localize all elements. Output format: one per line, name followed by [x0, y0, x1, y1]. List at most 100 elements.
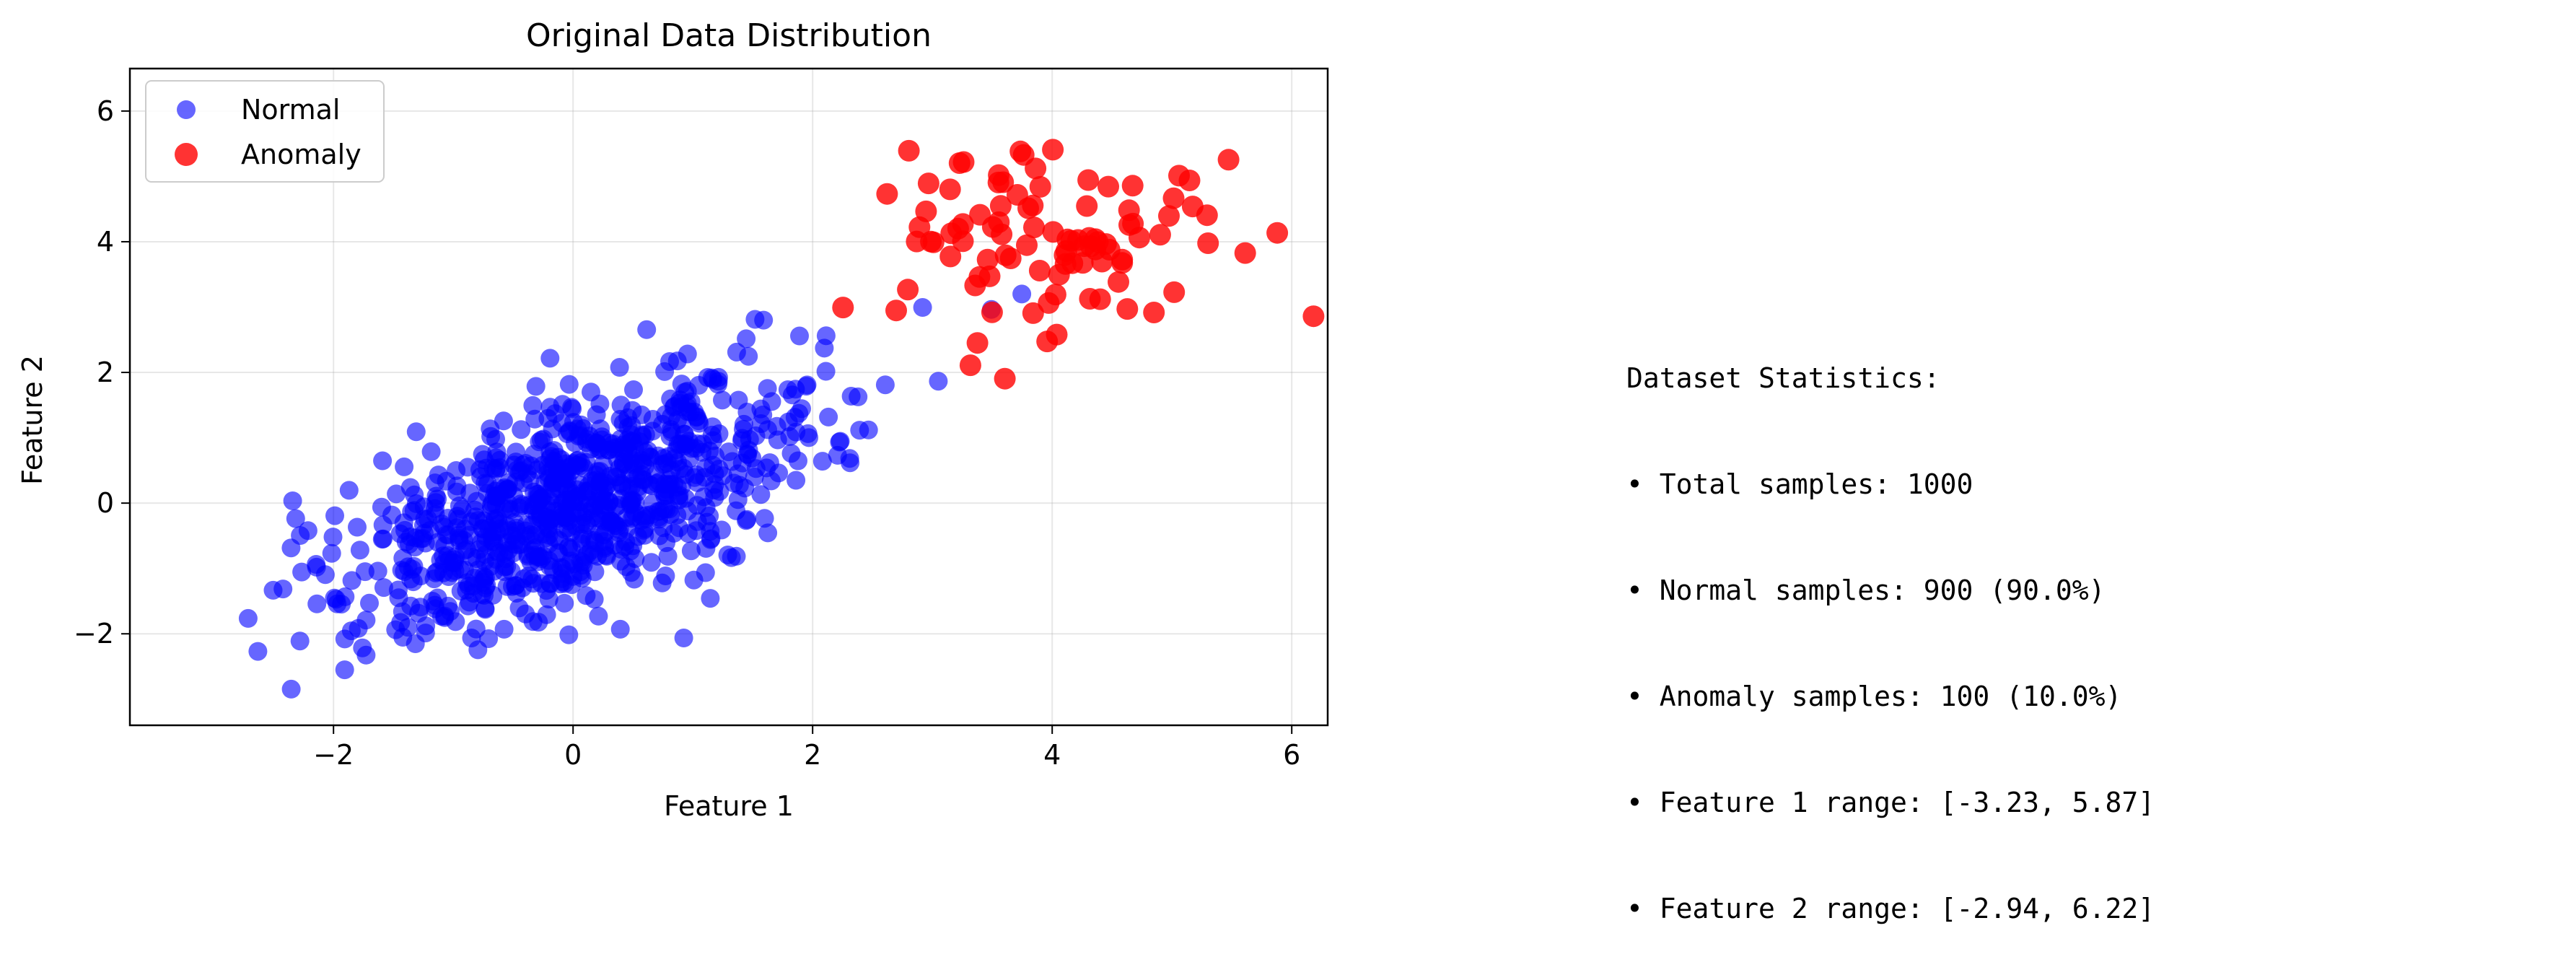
data-point-anomaly	[920, 230, 942, 253]
data-point-normal	[751, 485, 771, 504]
data-point-normal	[672, 375, 691, 394]
data-point-anomaly	[1116, 298, 1139, 320]
data-point-normal	[355, 562, 374, 582]
data-point-normal	[675, 424, 694, 444]
data-point-normal	[745, 310, 765, 329]
data-point-anomaly	[885, 299, 907, 322]
data-point-normal	[624, 380, 643, 399]
data-point-anomaly	[1111, 252, 1134, 274]
data-point-normal	[426, 493, 445, 512]
x-axis-ticks: −2 0 2 4 6	[313, 725, 1300, 771]
data-point-normal	[746, 426, 766, 445]
data-point-normal	[360, 593, 379, 613]
data-point-normal	[546, 404, 565, 424]
stats-anomaly: • Anomaly samples: 100 (10.0%)	[1626, 681, 2122, 712]
data-point-normal	[913, 298, 932, 317]
data-point-normal	[322, 543, 341, 563]
data-point-anomaly	[1012, 144, 1035, 166]
data-point-normal	[621, 563, 641, 582]
data-point-normal	[526, 377, 546, 396]
data-point-anomaly	[1149, 224, 1171, 246]
data-point-normal	[521, 552, 540, 572]
data-point-normal	[559, 375, 579, 394]
y-tick-label: 2	[97, 357, 114, 388]
data-point-normal	[350, 541, 369, 560]
data-point-normal	[755, 509, 774, 528]
data-point-normal	[678, 402, 697, 421]
stats-heading: Dataset Statistics:	[1626, 362, 1940, 394]
data-point-anomaly	[1234, 242, 1256, 264]
data-point-anomaly	[991, 223, 1013, 245]
data-point-normal	[812, 452, 832, 471]
data-point-normal	[686, 521, 706, 541]
data-point-normal	[544, 441, 564, 460]
stats-feature2-range: • Feature 2 range: [-2.94, 6.22]	[1626, 893, 2155, 924]
data-point-anomaly	[976, 248, 999, 271]
data-point-anomaly	[999, 248, 1022, 269]
data-point-normal	[573, 525, 592, 544]
data-point-normal	[816, 362, 836, 381]
data-point-normal	[526, 525, 546, 545]
data-point-normal	[541, 510, 561, 530]
x-tick-label: 6	[1283, 739, 1300, 771]
data-point-normal	[439, 596, 457, 616]
data-point-normal	[428, 533, 447, 552]
data-point-anomaly	[981, 301, 1003, 323]
data-point-normal	[815, 338, 834, 358]
data-point-normal	[543, 419, 562, 439]
data-point-normal	[608, 517, 628, 536]
data-point-normal	[628, 527, 647, 546]
data-point-normal	[722, 548, 741, 567]
data-point-normal	[657, 486, 677, 505]
data-point-normal	[687, 465, 706, 484]
data-point-normal	[415, 510, 434, 529]
data-point-normal	[527, 485, 547, 504]
data-point-normal	[555, 593, 574, 613]
data-point-normal	[760, 453, 779, 473]
legend-marker-normal	[177, 100, 196, 119]
data-point-anomaly	[1044, 284, 1066, 306]
data-point-normal	[787, 471, 806, 490]
data-point-normal	[696, 538, 716, 558]
data-point-normal	[660, 352, 679, 371]
data-point-anomaly	[1266, 222, 1289, 244]
x-axis-label: Feature 1	[664, 790, 794, 822]
data-point-normal	[400, 478, 420, 497]
data-point-anomaly	[1158, 205, 1180, 227]
data-point-normal	[238, 608, 258, 628]
data-point-normal	[562, 398, 581, 417]
data-point-anomaly	[1036, 331, 1059, 353]
data-point-normal	[641, 553, 661, 572]
data-point-normal	[618, 408, 638, 427]
data-point-anomaly	[978, 265, 1001, 287]
data-point-anomaly	[1178, 170, 1201, 191]
data-point-normal	[727, 501, 746, 520]
data-point-normal	[592, 427, 612, 447]
data-point-normal	[457, 540, 476, 559]
stats-feature1-range: • Feature 1 range: [-3.23, 5.87]	[1626, 787, 2155, 818]
data-point-anomaly	[1022, 194, 1044, 217]
data-point-anomaly	[1072, 252, 1094, 274]
data-point-normal	[732, 431, 751, 450]
data-point-normal	[484, 561, 504, 581]
data-point-normal	[522, 569, 542, 589]
data-point-normal	[323, 528, 343, 547]
data-point-normal	[615, 537, 634, 556]
data-point-normal	[758, 379, 777, 398]
data-point-normal	[400, 535, 419, 554]
data-point-normal	[702, 425, 722, 445]
data-point-normal	[460, 484, 480, 503]
data-point-anomaly	[1079, 288, 1101, 310]
chart-title: Original Data Distribution	[526, 17, 932, 54]
data-point-anomaly	[1108, 271, 1129, 293]
data-point-anomaly	[1163, 281, 1186, 303]
data-point-anomaly	[1098, 175, 1119, 198]
y-axis-label: Feature 2	[17, 355, 48, 485]
legend-label-normal: Normal	[241, 94, 341, 126]
data-point-normal	[658, 546, 678, 566]
x-tick-label: 0	[564, 739, 582, 771]
stats-total: • Total samples: 1000	[1626, 468, 1973, 500]
data-point-normal	[494, 619, 514, 639]
data-point-normal	[290, 631, 310, 651]
data-point-anomaly	[1143, 302, 1165, 323]
